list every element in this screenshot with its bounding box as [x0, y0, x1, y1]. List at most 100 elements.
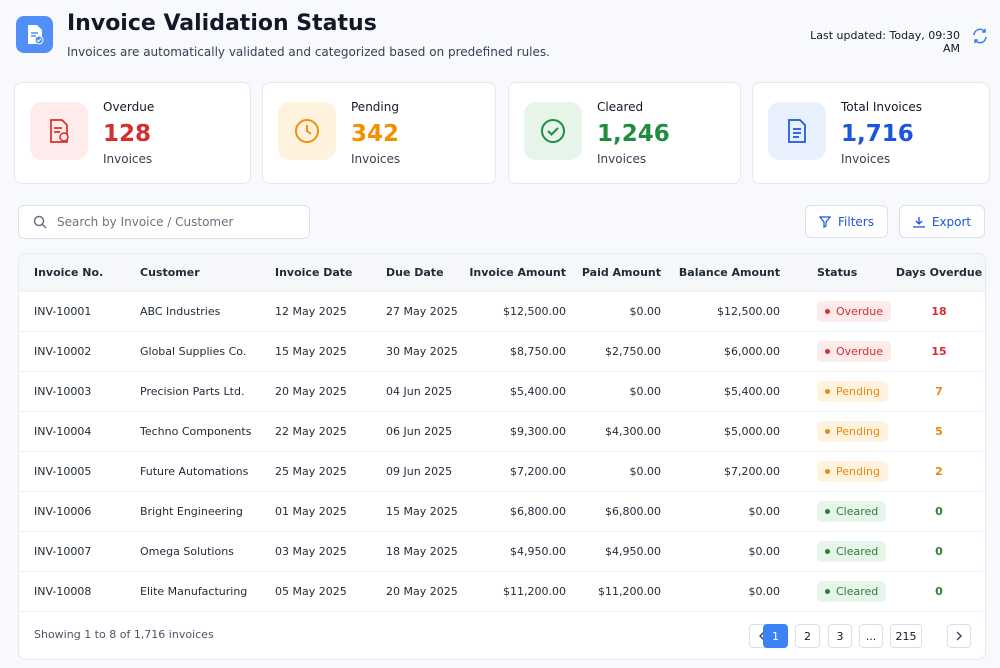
search-input[interactable]: Search by Invoice / Customer [18, 205, 310, 239]
table-row[interactable]: INV-10007 Omega Solutions 03 May 2025 18 Ma… [19, 531, 985, 572]
filters-button[interactable]: Filters [805, 205, 888, 238]
cell-text: INV-10006 [34, 504, 92, 518]
page-button[interactable]: 215 [890, 624, 922, 648]
table-cell: $6,000.00 [680, 331, 780, 371]
cell-text: 25 May 2025 [275, 464, 347, 478]
cell-text: $4,300.00 [605, 424, 661, 438]
page-title: Invoice Validation Status [67, 11, 377, 36]
table-cell: 20 May 2025 [386, 571, 486, 611]
overdue-card: Overdue 128 Invoices [14, 82, 251, 184]
page-button[interactable]: 2 [795, 624, 820, 648]
cell-text: 05 May 2025 [275, 584, 347, 598]
table-cell: 12 May 2025 [275, 291, 380, 331]
table-cell: 15 May 2025 [275, 331, 380, 371]
status-badge: Overdue [817, 340, 891, 362]
table-cell: 30 May 2025 [386, 331, 486, 371]
cell-text: Future Automations [140, 464, 249, 478]
table-cell: 2 [889, 451, 985, 491]
cell-text: $5,400.00 [510, 384, 566, 398]
app-icon [16, 16, 53, 53]
cell-text: 22 May 2025 [275, 424, 347, 438]
cell-text: 09 Jun 2025 [386, 464, 453, 478]
column-header: Due Date [386, 266, 444, 279]
days-overdue: 15 [931, 344, 947, 358]
status-badge: Overdue [817, 300, 891, 322]
card-label: Pending [351, 100, 399, 114]
cell-text: $6,000.00 [724, 344, 780, 358]
cell-text: $8,750.00 [510, 344, 566, 358]
table-cell: 0 [889, 491, 985, 531]
status-text: Overdue [836, 304, 883, 318]
table-cell: $12,500.00 [466, 291, 566, 331]
page-button[interactable]: 3 [828, 624, 852, 648]
cell-text: $9,300.00 [510, 424, 566, 438]
days-overdue: 7 [935, 384, 943, 398]
cell-text: 30 May 2025 [386, 344, 458, 358]
status-badge: Cleared [817, 500, 887, 522]
table-cell: $0.00 [581, 451, 662, 491]
days-overdue: 0 [935, 544, 943, 558]
table-cell: Balance Amount [679, 254, 780, 291]
cell-text: $12,500.00 [717, 304, 780, 318]
table-cell: Overdue [817, 331, 897, 371]
cell-text: INV-10003 [34, 384, 92, 398]
table-cell: Customer [140, 254, 270, 291]
table-cell: 09 Jun 2025 [386, 451, 486, 491]
cell-text: INV-10002 [34, 344, 92, 358]
table-row[interactable]: INV-10003 Precision Parts Ltd. 20 May 2025… [19, 371, 985, 412]
last-updated: Last updated: Today, 09:30 AM [810, 29, 960, 55]
table-cell: 03 May 2025 [275, 531, 380, 571]
export-button[interactable]: Export [899, 205, 985, 238]
status-dot [825, 348, 830, 354]
cell-text: $5,400.00 [724, 384, 780, 398]
table-cell: Precision Parts Ltd. [140, 371, 270, 411]
days-overdue: 0 [935, 584, 943, 598]
next-page[interactable] [947, 624, 971, 648]
status-dot [825, 508, 830, 514]
days-overdue: 2 [935, 464, 943, 478]
table-summary: Showing 1 to 8 of 1,716 invoices [34, 628, 214, 641]
table-cell: Future Automations [140, 451, 270, 491]
table-row[interactable]: INV-10001 ABC Industries 12 May 2025 27 May… [19, 291, 985, 332]
status-dot [825, 588, 830, 594]
refresh-button[interactable] [971, 27, 989, 45]
table-cell: $5,400.00 [466, 371, 566, 411]
cell-text: Omega Solutions [140, 544, 234, 558]
cell-text: 15 May 2025 [386, 504, 458, 518]
search-placeholder: Search by Invoice / Customer [57, 215, 234, 229]
page-subtitle: Invoices are automatically validated and… [67, 45, 550, 59]
table-cell: Paid Amount [581, 254, 661, 291]
status-dot [825, 388, 830, 394]
cell-text: $5,000.00 [724, 424, 780, 438]
table-cell: Invoice No. [34, 254, 134, 291]
card-label: Cleared [597, 100, 644, 114]
table-cell: 0 [889, 571, 985, 611]
card-label: Total Invoices [841, 100, 922, 114]
status-badge: Pending [817, 380, 888, 402]
table-row[interactable]: INV-10002 Global Supplies Co. 15 May 2025 3… [19, 331, 985, 372]
cell-text: Bright Engineering [140, 504, 243, 518]
table-row[interactable]: INV-10005 Future Automations 25 May 2025 09… [19, 451, 985, 492]
table-row[interactable]: INV-10008 Elite Manufacturing 05 May 2025 2… [19, 571, 985, 612]
table-cell: Due Date [386, 254, 486, 291]
status-text: Cleared [836, 584, 879, 598]
table-cell: Pending [817, 371, 897, 411]
table-cell: Cleared [817, 531, 897, 571]
cell-text: 20 May 2025 [275, 384, 347, 398]
table-cell: 22 May 2025 [275, 411, 380, 451]
page-button[interactable]: ... [859, 624, 883, 648]
cell-text: $6,800.00 [510, 504, 566, 518]
table-row[interactable]: INV-10006 Bright Engineering 01 May 2025 15… [19, 491, 985, 532]
table-cell: Omega Solutions [140, 531, 270, 571]
cell-text: 06 Jun 2025 [386, 424, 453, 438]
table-cell: Techno Components [140, 411, 270, 451]
table-cell: INV-10006 [34, 491, 134, 531]
cell-text: 01 May 2025 [275, 504, 347, 518]
table-cell: Invoice Amount [466, 254, 566, 291]
table-cell: $7,200.00 [466, 451, 566, 491]
table-row[interactable]: INV-10004 Techno Components 22 May 2025 06 … [19, 411, 985, 452]
page-button[interactable]: 1 [763, 624, 788, 648]
status-text: Cleared [836, 504, 879, 518]
cell-text: 18 May 2025 [386, 544, 458, 558]
button-label: Export [931, 214, 972, 229]
